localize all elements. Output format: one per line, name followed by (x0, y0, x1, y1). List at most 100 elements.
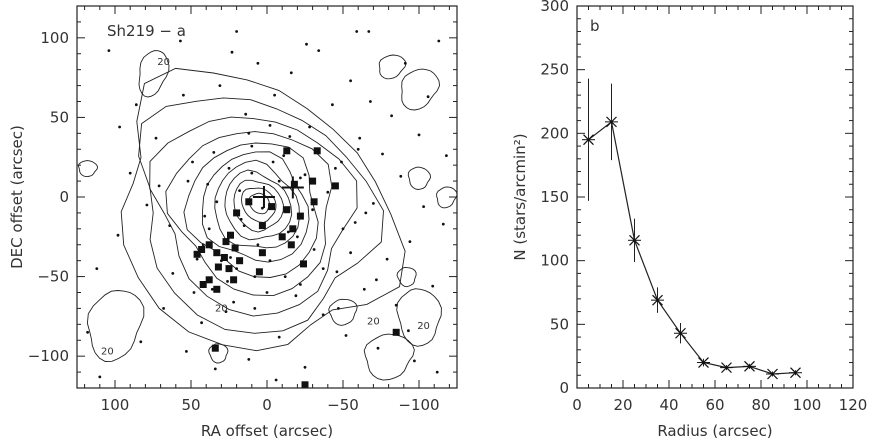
stars-large (193, 147, 400, 389)
contour-line (138, 50, 170, 98)
profile-point (720, 362, 733, 374)
star-point-large (258, 222, 266, 230)
star-point-small (288, 135, 292, 138)
contour-line (214, 159, 300, 249)
profile-point (605, 116, 618, 128)
star-point-small (253, 307, 257, 310)
profile-x-tick-label: 20 (613, 396, 632, 414)
star-point-small (265, 291, 269, 294)
star-point-large (255, 268, 263, 276)
star-point-small (268, 259, 272, 263)
star-point-small (274, 378, 278, 382)
star-point-small (244, 112, 248, 116)
star-point-small (321, 267, 325, 270)
profile-point (628, 234, 641, 246)
profile-point (697, 357, 710, 368)
contour-labels: 20 20 20 20 20 (101, 57, 430, 358)
star-point-small (364, 211, 368, 215)
map-y-tick-label: 50 (50, 108, 69, 126)
star-point-small (95, 267, 99, 270)
star-point-small (282, 154, 286, 158)
profile-y-axis-label: N (stars/arcmin²) (511, 133, 529, 260)
star-point-large (301, 381, 309, 389)
star-point-small (399, 174, 403, 178)
star-point-small (355, 30, 359, 33)
map-x-axis-label: RA offset (arcsec) (201, 422, 333, 440)
star-point-large (268, 203, 276, 211)
profile-x-axis-label: Radius (arcsec) (657, 422, 772, 440)
star-point-small (168, 224, 172, 228)
star-point-small (212, 151, 216, 154)
profile-panel-label: b (590, 17, 600, 35)
star-point-small (358, 136, 362, 140)
star-point-small (376, 346, 380, 350)
map-panel-label: Sh219 − a (107, 22, 186, 40)
cross-markers (252, 176, 304, 208)
star-point-large (220, 254, 228, 261)
star-point-small (403, 61, 407, 65)
star-point-small (349, 251, 352, 255)
star-point-small (334, 166, 337, 170)
profile-y-tick-label: 250 (540, 61, 569, 79)
star-point-small (271, 160, 275, 164)
star-point-small (317, 49, 321, 52)
contour-level-label: 20 (157, 57, 170, 68)
radial-density-profile-panel: 0 20 40 60 80 100 120 0 50 100 150 200 250 300 b Radi… (511, 0, 867, 440)
star-point-small (256, 61, 260, 65)
profile-y-tick-label: 50 (550, 315, 569, 333)
star-point-small (283, 275, 287, 278)
contour-level-label: 20 (367, 316, 380, 327)
contour-line (248, 192, 270, 215)
star-point-small (431, 284, 435, 288)
star-point-large (213, 285, 221, 293)
star-point-small (417, 133, 421, 137)
map-x-tick-label: −50 (327, 396, 359, 414)
star-point-small (227, 166, 231, 170)
contour-level-label: 20 (417, 321, 430, 332)
contour-level-label: 20 (101, 347, 114, 358)
star-point-small (422, 205, 425, 209)
star-point-small (303, 365, 307, 369)
contour-line (328, 298, 358, 326)
star-point-small (179, 39, 182, 43)
star-point-large (278, 233, 286, 241)
star-point-small (154, 136, 158, 140)
star-point-small (253, 275, 257, 278)
profile-point (766, 368, 779, 380)
star-point-small (232, 300, 236, 304)
star-point-small (305, 42, 308, 46)
map-y-tick-label: 0 (59, 188, 69, 206)
contour-line (78, 160, 98, 178)
profile-x-tick-label: 60 (705, 396, 724, 414)
profile-plot-frame (576, 5, 854, 389)
star-point-small (289, 71, 293, 75)
profile-x-tick-label: 120 (839, 396, 868, 414)
star-point-large (214, 263, 222, 271)
contour-line (208, 343, 229, 364)
map-y-axis-label: DEC offset (arcsec) (8, 125, 26, 269)
star-point-large (193, 250, 201, 258)
star-point-small (331, 103, 334, 107)
contour-line (401, 68, 441, 111)
star-point-small (268, 124, 272, 127)
map-x-tick-label: 0 (262, 396, 272, 414)
profile-point (651, 294, 664, 306)
star-point-small (299, 283, 302, 286)
star-point-small (226, 280, 229, 283)
contour-line (241, 187, 277, 223)
profile-points (582, 116, 802, 380)
star-point-small (185, 350, 188, 353)
star-point-small (235, 267, 239, 270)
star-point-small (186, 179, 190, 183)
contour-line (138, 97, 384, 334)
star-point-small (201, 243, 205, 247)
star-point-small (296, 235, 299, 239)
star-point-small (381, 152, 384, 156)
star-point-small (445, 154, 448, 158)
profile-x-tick-label: 100 (793, 396, 822, 414)
star-point-large (289, 225, 297, 233)
star-point-large (236, 257, 244, 265)
star-point-small (344, 334, 348, 337)
star-point-small (426, 95, 430, 99)
